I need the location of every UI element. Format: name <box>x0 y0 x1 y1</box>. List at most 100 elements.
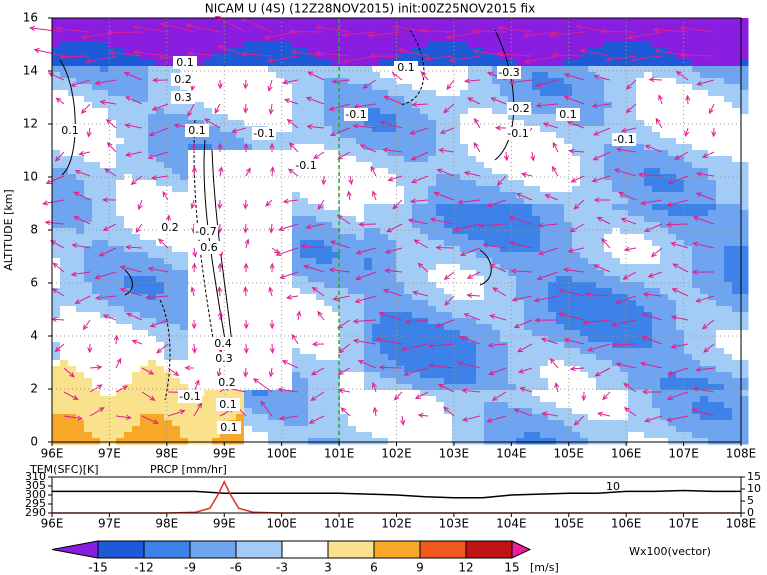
shade-cell <box>732 66 741 73</box>
shade-cell <box>244 228 253 235</box>
shade-cell <box>732 54 741 61</box>
shade-cell <box>428 318 437 325</box>
shade-cell <box>140 234 149 241</box>
shade-cell <box>60 300 69 307</box>
shade-cell <box>140 198 149 205</box>
shade-cell <box>460 276 469 283</box>
shade-cell <box>156 30 165 37</box>
shade-cell <box>324 126 333 133</box>
shade-cell <box>388 240 397 247</box>
shade-cell <box>644 144 653 151</box>
shade-cell <box>516 330 525 337</box>
shade-cell <box>444 354 453 361</box>
shade-cell <box>468 210 477 217</box>
shade-cell <box>172 210 181 217</box>
shade-cell <box>532 156 541 163</box>
shade-cell <box>452 24 461 31</box>
shade-cell <box>276 132 285 139</box>
shade-cell <box>164 198 173 205</box>
shade-cell <box>444 90 453 97</box>
shade-cell <box>268 36 277 43</box>
shade-cell <box>548 354 557 361</box>
shade-cell <box>700 90 709 97</box>
shade-cell <box>236 252 245 259</box>
shade-cell <box>612 306 621 313</box>
shade-cell <box>668 66 677 73</box>
shade-cell <box>500 54 509 61</box>
shade-cell <box>292 192 301 199</box>
shade-cell <box>524 222 533 229</box>
shade-cell <box>708 42 717 49</box>
shade-cell <box>188 240 197 247</box>
shade-cell <box>660 60 669 67</box>
shade-cell <box>324 132 333 139</box>
shade-cell <box>220 84 229 91</box>
shade-cell <box>484 300 493 307</box>
shade-cell <box>292 312 301 319</box>
shade-cell <box>396 108 405 115</box>
shade-cell <box>212 198 221 205</box>
shade-cell <box>516 282 525 289</box>
shade-cell <box>444 246 453 253</box>
shade-cell <box>428 330 437 337</box>
shade-cell <box>116 84 125 91</box>
shade-cell <box>92 138 101 145</box>
shade-cell <box>460 90 469 97</box>
shade-cell <box>708 246 717 253</box>
shade-cell <box>308 48 317 55</box>
shade-cell <box>540 204 549 211</box>
shade-cell <box>484 42 493 49</box>
shade-cell <box>140 192 149 199</box>
shade-cell <box>492 96 501 103</box>
shade-cell <box>684 72 693 79</box>
shade-cell <box>268 210 277 217</box>
shade-cell <box>228 270 237 277</box>
shade-cell <box>388 192 397 199</box>
shade-cell <box>372 78 381 85</box>
shade-cell <box>668 288 677 295</box>
shade-cell <box>252 294 261 301</box>
shade-cell <box>260 210 269 217</box>
shade-cell <box>148 84 157 91</box>
shade-cell <box>596 96 605 103</box>
shade-cell <box>404 282 413 289</box>
shade-cell <box>244 222 253 229</box>
shade-cell <box>324 24 333 31</box>
shade-cell <box>596 36 605 43</box>
shade-cell <box>116 342 125 349</box>
shade-cell <box>116 90 125 97</box>
shade-cell <box>684 324 693 331</box>
shade-cell <box>628 72 637 79</box>
shade-cell <box>612 288 621 295</box>
shade-cell <box>132 306 141 313</box>
shade-cell <box>604 252 613 259</box>
shade-cell <box>340 252 349 259</box>
shade-cell <box>164 36 173 43</box>
shade-cell <box>692 36 701 43</box>
shade-cell <box>492 294 501 301</box>
shade-cell <box>380 24 389 31</box>
shade-cell <box>284 36 293 43</box>
shade-cell <box>228 282 237 289</box>
shade-cell <box>212 300 221 307</box>
shade-cell <box>412 156 421 163</box>
shade-cell <box>492 234 501 241</box>
shade-cell <box>268 60 277 67</box>
shade-cell <box>492 282 501 289</box>
shade-cell <box>412 132 421 139</box>
shade-cell <box>500 348 509 355</box>
shade-cell <box>428 288 437 295</box>
shade-cell <box>644 60 653 67</box>
shade-cell <box>292 18 301 25</box>
shade-cell <box>628 342 637 349</box>
shade-cell <box>244 252 253 259</box>
shade-cell <box>428 294 437 301</box>
shade-cell <box>76 210 85 217</box>
shade-cell <box>684 234 693 241</box>
shade-cell <box>732 162 741 169</box>
shade-cell <box>580 90 589 97</box>
shade-cell <box>436 48 445 55</box>
shade-cell <box>132 318 141 325</box>
shade-cell <box>724 294 733 301</box>
shade-cell <box>276 330 285 337</box>
